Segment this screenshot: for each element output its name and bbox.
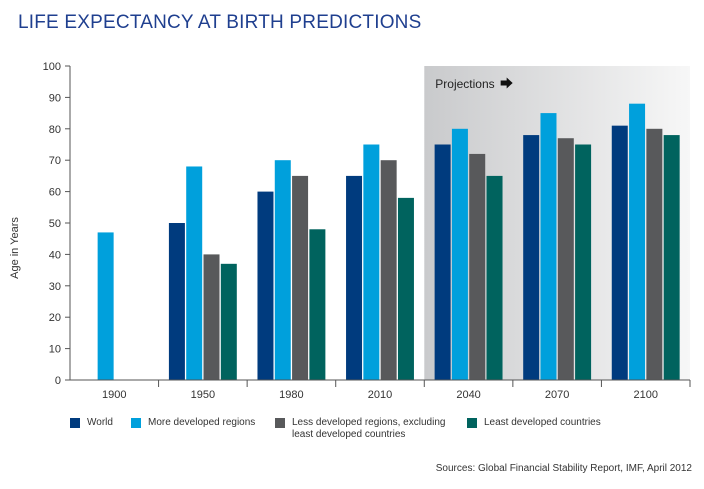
x-tick-label-2070: 2070 [545,389,569,401]
y-axis-label: Age in Years [9,217,21,279]
legend-label-less-developed: Less developed regions, excluding least … [292,417,445,441]
bar-more-developed-regions-2010 [363,144,380,380]
source-note: Sources: Global Financial Stability Repo… [435,463,692,474]
x-tick-label-2040: 2040 [456,389,480,401]
bar-least-developed-countries-2100 [663,135,680,380]
y-tick-label: 90 [49,92,61,104]
bar-world-1950 [168,223,185,380]
x-tick-label-1950: 1950 [191,389,215,401]
legend-label-less-developed-line2: least developed countries [292,429,406,440]
bar-less-developed-regions-2010 [380,160,397,380]
bar-more-developed-regions-1900 [97,232,114,380]
bar-world-2070 [523,135,540,380]
bar-world-1980 [257,191,274,380]
y-tick-label: 30 [49,281,61,293]
legend-swatch-more-developed [131,418,141,428]
bar-more-developed-regions-2100 [629,103,646,381]
legend-label-less-developed-line1: Less developed regions, excluding [292,417,446,428]
x-tick-label-2010: 2010 [368,389,392,401]
legend-swatch-world [70,418,80,428]
legend-item-world: World [70,417,113,429]
legend-label-least-developed: Least developed countries [484,417,601,428]
legend-swatch-least-developed [467,418,477,428]
y-tick-label: 50 [49,218,61,230]
bar-less-developed-regions-2040 [469,153,486,380]
y-tick-label: 0 [55,375,61,387]
bar-world-2040 [434,144,451,380]
legend-item-least-developed: Least developed countries [467,417,601,429]
bar-least-developed-countries-2010 [397,197,414,380]
chart-title: LIFE EXPECTANCY AT BIRTH PREDICTIONS [18,12,422,33]
y-tick-label: 70 [49,155,61,167]
bar-more-developed-regions-1980 [274,160,291,380]
bar-world-2010 [346,175,363,380]
bar-least-developed-countries-1980 [309,229,326,380]
bar-least-developed-countries-2040 [486,175,503,380]
y-tick-label: 60 [49,187,61,199]
y-tick-label: 80 [49,124,61,136]
bar-less-developed-regions-1950 [203,254,220,380]
y-tick-label: 40 [49,249,61,261]
y-tick-label: 20 [49,312,61,324]
projection-region [424,66,690,380]
bar-less-developed-regions-1980 [292,175,309,380]
bar-more-developed-regions-1950 [186,166,203,380]
legend-label-more-developed: More developed regions [148,417,256,428]
bar-least-developed-countries-1950 [220,263,237,380]
bar-less-developed-regions-2100 [646,128,663,380]
legend-item-less-developed: Less developed regions, excluding least … [275,417,445,441]
x-tick-label-1900: 1900 [102,389,126,401]
legend-label-world: World [87,417,113,428]
bar-more-developed-regions-2070 [540,113,557,380]
bar-least-developed-countries-2070 [575,144,592,380]
bar-less-developed-regions-2070 [557,138,574,380]
bar-world-2100 [611,125,628,380]
arrow-right-icon [500,77,513,89]
x-tick-label-2100: 2100 [633,389,657,401]
bar-more-developed-regions-2040 [451,128,468,380]
legend-swatch-less-developed [275,418,285,428]
x-tick-label-1980: 1980 [279,389,303,401]
y-tick-label: 10 [49,344,61,356]
projection-label: Projections [435,77,494,91]
y-tick-label: 100 [43,61,61,73]
legend-item-more-developed: More developed regions [131,417,255,429]
